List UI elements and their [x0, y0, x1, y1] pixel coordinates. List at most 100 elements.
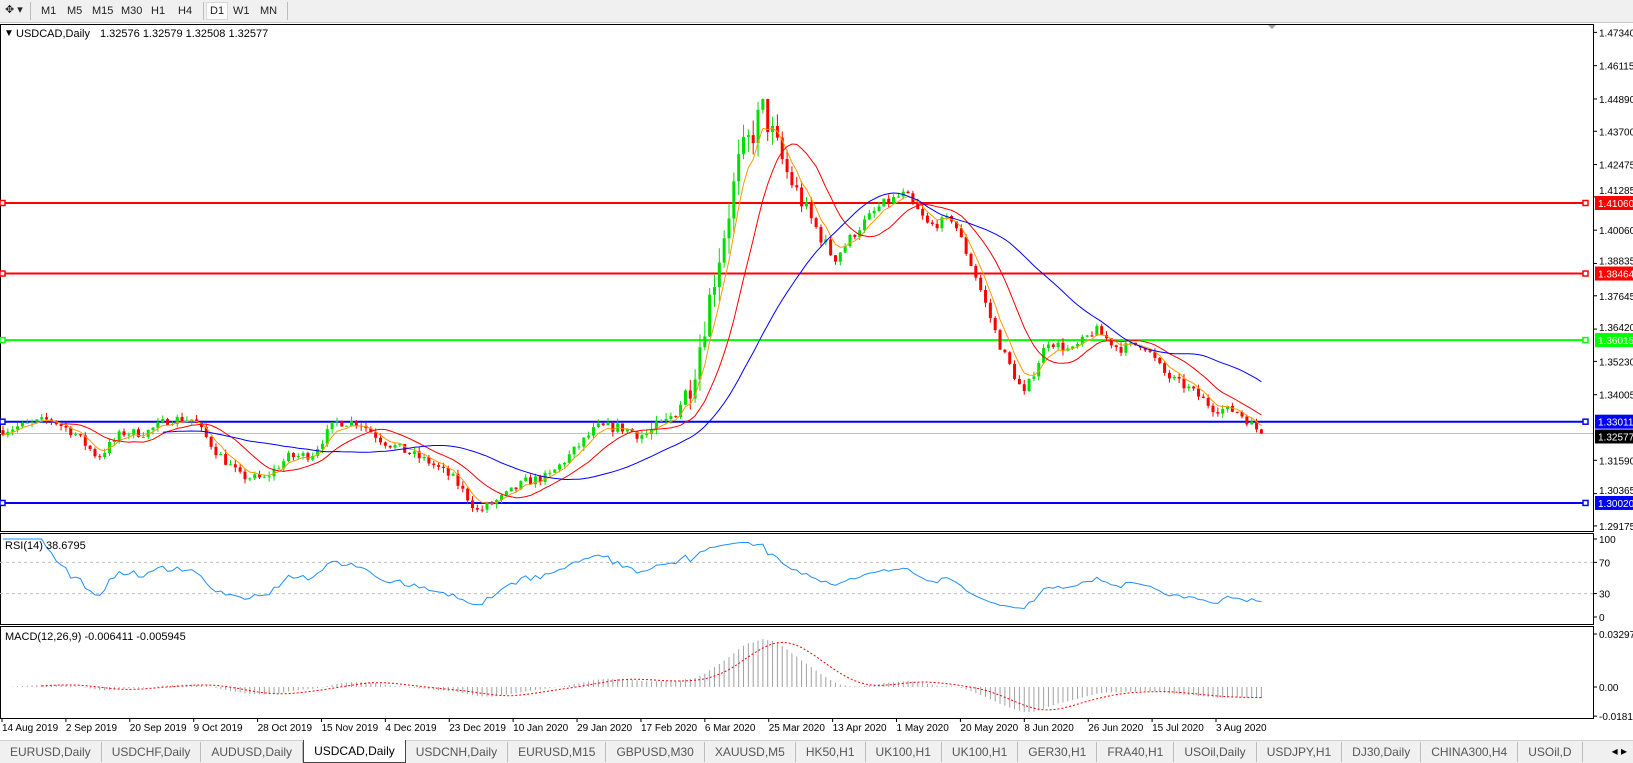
tab-hk50-h1[interactable]: HK50,H1 [796, 742, 866, 762]
level-price-badge [1595, 196, 1633, 210]
chart-window[interactable]: 100 70 30 0 0.032972 0.00 -0.01815 1.47340 1.4… [0, 0, 1633, 740]
candle-body [800, 187, 804, 207]
tab-uk100-h1[interactable]: UK100,H1 [942, 742, 1019, 762]
candle-body [325, 429, 329, 444]
tab-scroll-arrows[interactable]: ◂ ▸ [1611, 744, 1627, 758]
candle-body [345, 425, 349, 427]
candle-body [354, 420, 358, 426]
candle-body [214, 446, 218, 456]
candle-body [1221, 408, 1225, 414]
macd-tick-label: 0.032972 [1599, 630, 1633, 641]
tab-usdcnh-daily[interactable]: USDCNH,Daily [406, 742, 509, 762]
level-price-label: 1.38464 [1598, 270, 1633, 281]
timeframe-m5[interactable]: M5 [67, 5, 83, 17]
rsi-tick-label: 0 [1599, 613, 1605, 624]
candle-body [466, 488, 470, 501]
timeframe-mn[interactable]: MN [260, 5, 278, 17]
candle-body [630, 429, 634, 432]
rsi-pane [0, 533, 1594, 625]
timeframe-m30[interactable]: M30 [121, 5, 143, 17]
candle-body [1109, 338, 1113, 346]
tab-usdjpy-h1[interactable]: USDJPY,H1 [1257, 742, 1343, 762]
candle-body [611, 422, 615, 432]
candle-body [654, 421, 658, 430]
candle-body [369, 428, 373, 433]
timeframe-h4[interactable]: H4 [178, 5, 193, 17]
tab-eurusd-daily[interactable]: EURUSD,Daily [0, 742, 102, 762]
candle-body [1051, 344, 1055, 347]
candle-body [1148, 350, 1152, 352]
tab-fra40-h1[interactable]: FRA40,H1 [1097, 742, 1175, 762]
timeframe-h1[interactable]: H1 [151, 5, 166, 17]
candle-body [253, 474, 257, 479]
tab-gbpusd-m30[interactable]: GBPUSD,M30 [606, 742, 705, 762]
tab-usdcad-daily[interactable]: USDCAD,Daily [303, 740, 406, 763]
tab-audusd-daily[interactable]: AUDUSD,Daily [201, 742, 304, 762]
price-tick-label: 1.37645 [1599, 292, 1633, 303]
tab-ger30-h1[interactable]: GER30,H1 [1018, 742, 1098, 762]
crosshair-dropdown-icon[interactable]: ✥ ▾ [5, 4, 23, 16]
timeframe-m15[interactable]: M15 [92, 5, 114, 17]
date-tick-label: 29 Jan 2020 [577, 723, 632, 734]
macd-header: MACD(12,26,9) -0.006411 -0.005945 [5, 631, 186, 643]
tab-usoil-d[interactable]: USOil,D [1518, 742, 1583, 762]
level-handle-right [1582, 270, 1589, 277]
tab-china300-h4[interactable]: CHINA300,H4 [1421, 742, 1519, 762]
chart-header-arrow-icon[interactable]: ▼ [4, 28, 14, 39]
timeframe-m1[interactable]: M1 [41, 5, 57, 17]
candle-body [892, 196, 896, 204]
rsi-line [3, 538, 1262, 610]
tab-dj30-daily[interactable]: DJ30,Daily [1342, 742, 1422, 762]
candle-body [40, 417, 44, 420]
level-handle-left [0, 270, 6, 277]
candle-body [1037, 363, 1041, 377]
tab-uk100-h1[interactable]: UK100,H1 [866, 742, 942, 762]
timeframe-d1[interactable]: D1 [206, 2, 229, 20]
tab-usoil-daily[interactable]: USOil,Daily [1174, 742, 1257, 762]
date-tick-label: 13 Apr 2020 [833, 723, 887, 734]
candle-body [180, 416, 184, 422]
candle-body [132, 429, 136, 435]
candle-body [601, 423, 605, 426]
candle-body [16, 426, 20, 430]
candle-body [432, 463, 436, 466]
candle-body [761, 99, 765, 110]
candle-body [877, 206, 881, 211]
candle-body [1105, 335, 1109, 339]
candle-body [935, 223, 939, 229]
candle-body [591, 427, 595, 436]
candle-body [141, 436, 145, 438]
candle-body [964, 237, 968, 254]
candle-body [858, 230, 862, 237]
candle-body [45, 417, 49, 420]
candle-body [156, 422, 160, 428]
candle-body [383, 442, 387, 446]
candle-body [717, 262, 721, 288]
candle-body [233, 464, 237, 468]
candle-body [1182, 378, 1186, 389]
candle-body [1085, 335, 1089, 337]
candle-body [1167, 372, 1171, 379]
timeframe-w1[interactable]: W1 [233, 5, 250, 17]
candle-body [427, 456, 431, 464]
candle-body [925, 215, 929, 223]
candle-body [887, 198, 891, 204]
date-tick-label: 9 Oct 2019 [194, 723, 243, 734]
candle-body [1008, 352, 1012, 364]
candle-body [838, 252, 842, 262]
candle-body [1090, 335, 1094, 337]
candle-body [1235, 411, 1239, 413]
tab-usdchf-daily[interactable]: USDCHF,Daily [102, 742, 202, 762]
candle-body [780, 137, 784, 160]
candle-body [567, 454, 571, 463]
level-price-badge [1595, 495, 1633, 510]
level-handle-left [0, 418, 6, 425]
price-tick-label: 1.43700 [1599, 127, 1633, 138]
candle-body [137, 429, 141, 437]
tab-xauusd-m5[interactable]: XAUUSD,M5 [705, 742, 796, 762]
candle-body [335, 421, 339, 423]
date-tick-label: 14 Aug 2019 [2, 723, 59, 734]
candle-body [54, 421, 58, 425]
candle-body [330, 422, 334, 430]
tab-eurusd-m15[interactable]: EURUSD,M15 [508, 742, 607, 762]
